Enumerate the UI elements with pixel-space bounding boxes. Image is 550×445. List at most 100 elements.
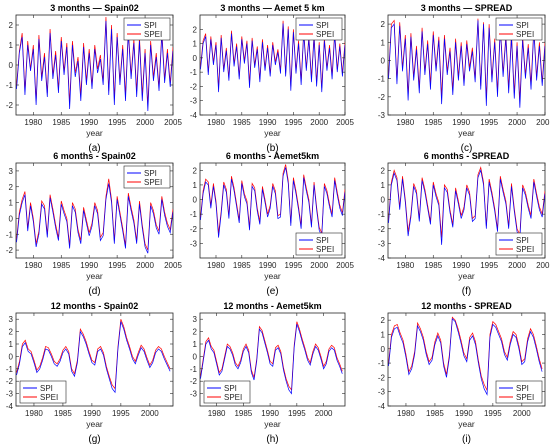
y-tick-label: 0: [381, 56, 386, 65]
y-tick-label: -3: [190, 239, 198, 248]
y-tick-label: -2: [378, 373, 386, 382]
y-tick-label: -3: [378, 111, 386, 120]
legend-label-spi: SPI: [144, 169, 157, 178]
series-line-spi: [16, 183, 173, 254]
chart-title: 12 months - Aemet5km: [223, 301, 321, 311]
panel-label: (g): [88, 434, 100, 445]
legend-label-spei: SPEI: [224, 393, 242, 402]
x-tick-label: 1985: [52, 118, 70, 127]
panel-label: (c): [461, 143, 473, 154]
y-tick-label: -4: [190, 111, 198, 120]
y-tick-label: 2: [9, 183, 14, 192]
series-line-spi: [16, 20, 173, 112]
y-tick-label: 2: [381, 316, 386, 325]
series-line-spi: [200, 324, 343, 395]
y-tick-label: 1: [193, 40, 198, 49]
y-tick-label: 1: [9, 199, 14, 208]
y-tick-label: 0: [381, 196, 386, 205]
y-tick-label: -3: [190, 390, 198, 399]
chart-title: 3 months — SPREAD: [421, 3, 513, 13]
y-tick-label: -3: [6, 390, 14, 399]
legend-label-spei: SPEI: [144, 178, 162, 187]
x-tick-label: 1980: [208, 409, 226, 418]
chart-panel: 12 months - SPREAD 1980 1985 1990 1995 2000 -4…: [378, 301, 546, 445]
y-tick-label: 0: [193, 352, 198, 361]
y-tick-label: -1: [6, 365, 14, 374]
y-tick-label: -2: [6, 377, 14, 386]
series-line-spei: [16, 178, 173, 251]
x-tick-label: 1995: [480, 118, 498, 127]
x-tick-label: 1990: [261, 409, 279, 418]
x-tick-label: 2000: [508, 118, 526, 127]
series-line-spei: [200, 164, 345, 234]
x-tick-label: 1995: [285, 118, 303, 127]
y-tick-label: -2: [378, 225, 386, 234]
legend-label-spi: SPI: [144, 21, 157, 30]
legend-label-spei: SPEI: [516, 30, 534, 39]
legend-label-spei: SPEI: [516, 245, 534, 254]
chart-title: 6 months - Spain02: [53, 151, 136, 161]
panel-label: (h): [266, 434, 278, 445]
x-tick-label: 2000: [513, 409, 531, 418]
y-tick-label: -2: [378, 93, 386, 102]
y-tick-label: -3: [378, 388, 386, 397]
y-tick-label: 2: [9, 328, 14, 337]
y-tick-label: -3: [190, 97, 198, 106]
x-tick-label: 2005: [536, 118, 550, 127]
y-tick-label: 2: [193, 25, 198, 34]
series-line-spi: [16, 321, 171, 394]
y-tick-label: 1: [9, 41, 14, 50]
y-tick-label: -2: [6, 101, 14, 110]
x-tick-label: 1985: [424, 261, 442, 270]
chart-panel: 3 months — Aemet 5 km 1980 1985 1990 1995 200…: [190, 3, 355, 154]
chart-panel: 12 months - Aemet5km 1980 1985 1990 1995 2000…: [190, 301, 346, 445]
x-tick-label: 1990: [80, 261, 98, 270]
legend-label-spei: SPEI: [316, 30, 334, 39]
y-tick-label: 0: [193, 54, 198, 63]
panel-label: (i): [462, 434, 471, 445]
y-tick-label: -4: [6, 402, 14, 411]
y-tick-label: 1: [9, 340, 14, 349]
y-tick-label: -1: [378, 210, 386, 219]
chart-title: 12 months - SPREAD: [421, 301, 512, 311]
x-axis-label: year: [86, 419, 103, 429]
y-tick-label: -1: [378, 75, 386, 84]
x-tick-label: 1995: [108, 118, 126, 127]
chart-panel: 6 months - Aemet5km 1980 1985 1990 1995 2000 2…: [190, 151, 355, 297]
chart-panel: 6 months - SPREAD 1980 1985 1990 1995 2000 200…: [378, 151, 550, 297]
x-tick-label: 2000: [315, 409, 333, 418]
legend-label-spi: SPI: [224, 384, 237, 393]
panel-label: (e): [266, 286, 278, 297]
x-tick-label: 1985: [54, 409, 72, 418]
x-tick-label: 1995: [285, 261, 303, 270]
chart-title: 3 months — Aemet 5 km: [220, 3, 324, 13]
x-tick-label: 2000: [136, 118, 154, 127]
chart-title: 6 months - Aemet5km: [226, 151, 319, 161]
x-tick-label: 1980: [207, 118, 225, 127]
x-tick-label: 1995: [108, 261, 126, 270]
x-tick-label: 1980: [396, 261, 414, 270]
series-line-spi: [388, 317, 543, 396]
x-axis-label: year: [264, 419, 281, 429]
x-tick-label: 1980: [397, 409, 415, 418]
y-tick-label: -1: [6, 81, 14, 90]
y-tick-label: 1: [381, 330, 386, 339]
y-tick-label: 1: [381, 38, 386, 47]
x-axis-label: year: [458, 128, 475, 138]
y-tick-label: -2: [190, 225, 198, 234]
x-tick-label: 1985: [234, 409, 252, 418]
series-line-spi: [388, 20, 545, 108]
x-tick-label: 1995: [288, 409, 306, 418]
x-tick-label: 1995: [484, 409, 502, 418]
x-tick-label: 2000: [508, 261, 526, 270]
x-tick-label: 2005: [536, 261, 550, 270]
y-tick-label: -1: [6, 230, 14, 239]
x-axis-label: year: [458, 271, 475, 281]
x-tick-label: 1990: [83, 409, 101, 418]
